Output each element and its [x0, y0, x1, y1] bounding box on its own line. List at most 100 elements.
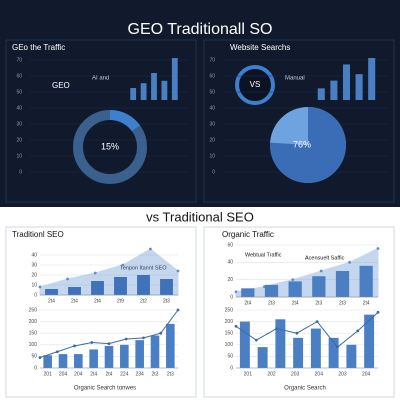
- bar: [114, 277, 127, 295]
- bar: [335, 271, 350, 297]
- x-tick-label: 2t3: [163, 298, 170, 304]
- y-tick-label: 0: [34, 365, 37, 371]
- point: [176, 308, 180, 312]
- bar: [342, 64, 351, 100]
- y-tick-label: 200: [225, 319, 234, 325]
- title: GEO Traditionall SO: [128, 21, 273, 38]
- bar: [91, 281, 104, 295]
- y-tick-label: 150: [29, 331, 38, 337]
- y-tick-label: 30: [16, 121, 22, 127]
- x-tick-label: 202: [267, 371, 276, 377]
- callout: Webtual Traffic: [245, 252, 282, 258]
- bar: [312, 276, 326, 297]
- bar: [368, 58, 376, 100]
- label: GEO: [52, 81, 70, 90]
- point: [254, 338, 258, 342]
- x-tick-label: 201: [43, 371, 52, 377]
- x-tick-label: 2t4: [106, 371, 113, 377]
- point: [376, 247, 380, 250]
- bar: [130, 88, 137, 100]
- x-tick-label: 2t3: [339, 300, 346, 306]
- y-tick-label: 40: [209, 105, 215, 111]
- bar: [89, 349, 98, 368]
- bar: [328, 337, 339, 368]
- point: [107, 342, 111, 346]
- y-tick-label: 150: [225, 331, 234, 337]
- y-tick-label: 50: [227, 354, 233, 360]
- y-tick-label: 20: [227, 277, 233, 283]
- y-tick-label: 100: [29, 342, 38, 348]
- point: [356, 329, 360, 333]
- x-tick-label: 2t3: [152, 371, 159, 377]
- x-tick-label: 204: [74, 371, 83, 377]
- panel-frame: [203, 226, 395, 398]
- x-tick-label: 2t4: [363, 300, 370, 306]
- point: [66, 277, 69, 281]
- y-tick-label: 20: [16, 137, 22, 143]
- bar: [43, 355, 52, 368]
- bar: [140, 83, 147, 100]
- x-tick-label: 2t2: [140, 298, 147, 304]
- y-tick-label: 0: [34, 292, 37, 298]
- bar: [317, 88, 325, 100]
- point: [295, 331, 299, 335]
- bar: [120, 344, 129, 368]
- bar: [364, 314, 375, 368]
- point: [55, 350, 59, 354]
- line: [235, 311, 379, 348]
- y-tick-label: 20: [31, 272, 37, 278]
- y-tick-label: 40: [227, 260, 233, 266]
- x-tick-label: 204: [315, 371, 324, 377]
- point: [142, 336, 145, 340]
- point: [93, 271, 97, 275]
- bar: [150, 335, 160, 368]
- bar: [275, 319, 286, 368]
- y-tick-label: 50: [31, 354, 37, 360]
- bar: [310, 328, 321, 368]
- panel-title: Organic Traffic: [222, 230, 274, 239]
- point: [348, 260, 351, 264]
- panel-title: Website Searchs: [230, 43, 290, 52]
- y-tick-label: 20: [209, 137, 215, 143]
- point: [234, 324, 238, 328]
- x-tick-label: 2t4: [244, 300, 251, 306]
- point: [124, 337, 128, 341]
- callout: Tenpon Itannt SEO: [120, 265, 167, 271]
- y-tick-label: 70: [16, 57, 22, 63]
- bar: [241, 288, 255, 297]
- y-tick-label: 10: [16, 153, 22, 159]
- bar: [288, 281, 302, 297]
- panel-frame: [5, 226, 197, 398]
- x-tick-label: 234: [135, 371, 144, 377]
- y-tick-label: 250: [29, 307, 38, 313]
- x-tick-label: 2t4: [71, 298, 78, 304]
- y-tick-label: 0: [230, 365, 233, 371]
- x-axis-label: Organic Search tonwes: [74, 386, 136, 392]
- x-tick-label: 204: [59, 371, 68, 377]
- point: [275, 327, 278, 330]
- subtitle: vs Traditional SEO: [146, 209, 254, 224]
- bar: [239, 321, 250, 368]
- bar: [68, 287, 81, 295]
- y-tick-label: 30: [31, 262, 37, 268]
- point: [149, 247, 152, 251]
- bar: [355, 74, 363, 100]
- x-tick-label: 2t3: [315, 300, 322, 306]
- point: [319, 269, 323, 273]
- panel-title: Traditionl SEO: [12, 230, 64, 239]
- bar: [346, 344, 357, 368]
- label: AI and: [92, 76, 109, 82]
- y-tick-label: 0: [230, 294, 233, 300]
- x-tick-label: 203: [291, 371, 300, 377]
- value-label: 76%: [293, 139, 311, 149]
- y-tick-label: 200: [29, 319, 38, 325]
- bar: [58, 354, 68, 368]
- x-tick-label: 201: [244, 371, 253, 377]
- point: [159, 331, 163, 335]
- bar: [151, 73, 157, 100]
- bar: [161, 80, 168, 100]
- panel-frame: [5, 39, 197, 203]
- point: [121, 263, 125, 267]
- y-tick-label: 60: [227, 242, 233, 248]
- y-tick-label: 10: [209, 153, 215, 159]
